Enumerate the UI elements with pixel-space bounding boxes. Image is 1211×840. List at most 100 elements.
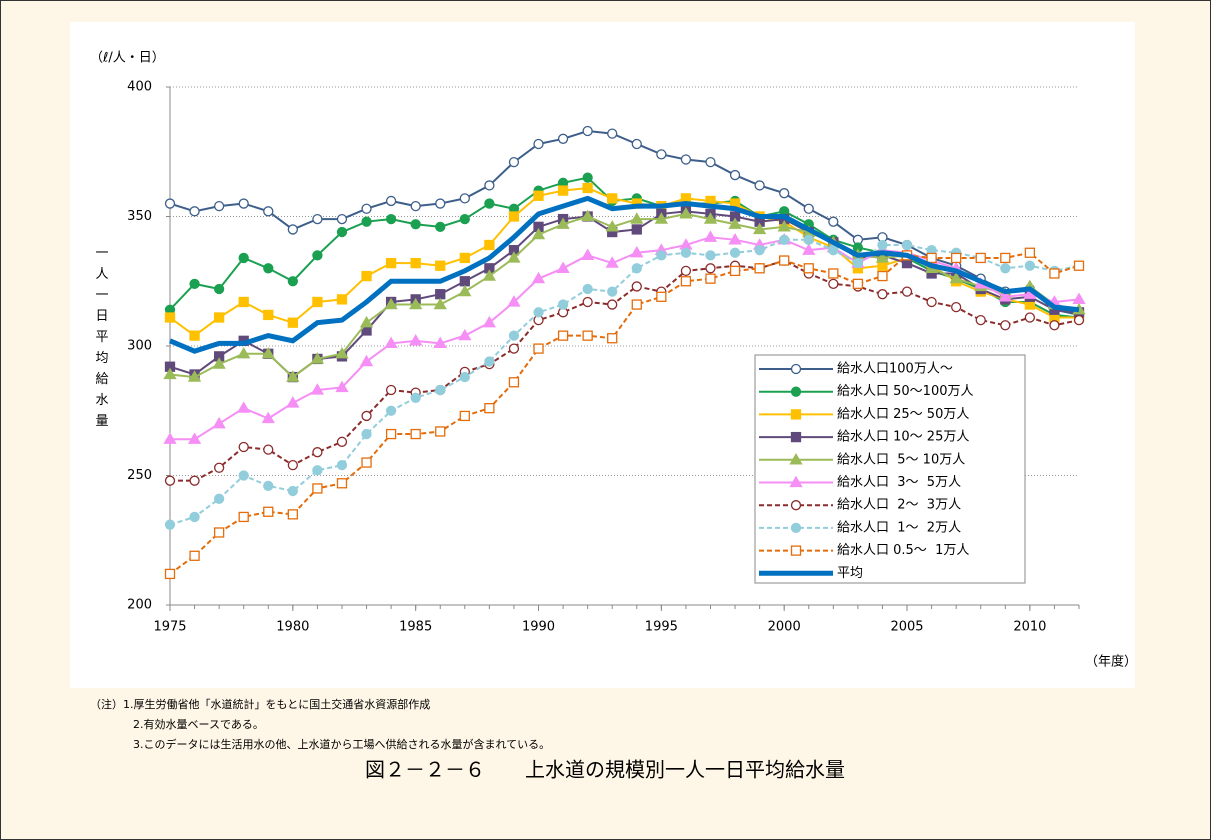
marker: [410, 200, 421, 212]
marker: [164, 519, 176, 530]
legend-label: 平均: [837, 566, 863, 581]
marker: [1049, 320, 1060, 331]
marker: [656, 291, 667, 302]
marker: [482, 315, 497, 328]
marker: [410, 392, 421, 403]
marker: [507, 251, 521, 263]
legend-marker: [790, 431, 802, 443]
marker: [312, 296, 323, 308]
marker: [361, 410, 372, 422]
marker: [263, 444, 274, 455]
legend-marker: [790, 386, 802, 397]
marker: [877, 289, 888, 300]
marker: [312, 213, 323, 225]
marker: [531, 271, 546, 284]
marker: [385, 428, 397, 440]
marker: [213, 493, 225, 504]
marker: [877, 270, 888, 282]
marker: [581, 209, 595, 222]
marker: [875, 251, 890, 263]
marker: [287, 509, 298, 520]
marker: [336, 478, 348, 489]
marker: [187, 370, 202, 382]
marker: [435, 384, 446, 396]
marker: [361, 216, 372, 227]
legend-marker: [789, 453, 803, 465]
marker: [1073, 260, 1085, 271]
legend-label: 給水人口 5～ 10万人: [837, 452, 965, 467]
marker: [556, 217, 570, 229]
marker: [705, 273, 716, 284]
x-tick-label: 1990: [522, 620, 555, 635]
marker: [1024, 247, 1036, 258]
marker: [459, 252, 470, 264]
marker: [557, 185, 569, 196]
marker: [410, 428, 421, 440]
marker: [484, 239, 495, 251]
marker: [705, 156, 716, 168]
y-unit: （ℓ/人・日）: [90, 51, 165, 66]
marker: [557, 133, 569, 144]
y-tick-label: 250: [127, 468, 152, 483]
marker: [605, 256, 619, 268]
legend-label: 給水人口 50～100万人: [837, 384, 974, 399]
marker: [582, 330, 593, 341]
marker: [752, 222, 767, 235]
marker: [582, 296, 593, 308]
marker: [238, 198, 249, 209]
marker: [754, 263, 765, 274]
marker: [703, 212, 718, 224]
marker: [754, 180, 765, 191]
marker: [212, 416, 226, 429]
marker: [385, 405, 397, 416]
marker: [312, 465, 323, 476]
marker: [951, 301, 962, 313]
marker: [582, 283, 593, 295]
marker: [779, 188, 790, 199]
marker: [385, 384, 397, 396]
marker: [484, 356, 495, 367]
marker: [582, 172, 593, 183]
marker: [508, 156, 520, 168]
marker: [287, 485, 298, 497]
marker: [729, 169, 741, 181]
series-line: [169, 251, 1080, 575]
x-tick-label: 2000: [768, 620, 801, 635]
marker: [213, 462, 225, 473]
note: 3.このデータには生活用水の他、上水道から工場へ供給される水量が含まれている。: [133, 737, 550, 751]
marker: [926, 296, 937, 308]
marker: [728, 233, 742, 245]
marker: [261, 411, 275, 424]
legend-marker: [790, 409, 802, 420]
marker: [754, 245, 765, 256]
marker: [605, 220, 619, 232]
marker: [507, 295, 521, 307]
marker: [435, 426, 446, 437]
marker: [802, 243, 816, 255]
marker: [607, 286, 618, 297]
marker: [803, 203, 814, 214]
marker: [189, 475, 200, 486]
marker: [238, 470, 249, 481]
marker: [189, 278, 200, 289]
marker: [656, 250, 667, 261]
marker: [359, 315, 374, 328]
marker: [582, 125, 593, 137]
marker: [1024, 260, 1036, 271]
marker: [237, 401, 251, 413]
marker: [435, 221, 446, 233]
marker: [336, 436, 348, 447]
y-axis-label: 一人一日平均給水量: [93, 246, 109, 435]
marker: [926, 252, 937, 264]
marker: [531, 227, 546, 240]
marker: [263, 506, 274, 517]
marker: [533, 190, 544, 201]
marker: [361, 270, 372, 282]
marker: [385, 257, 397, 269]
marker: [901, 286, 913, 297]
marker: [729, 247, 741, 258]
x-tick-label: 1995: [645, 620, 678, 635]
marker: [287, 459, 298, 471]
marker: [901, 239, 913, 251]
